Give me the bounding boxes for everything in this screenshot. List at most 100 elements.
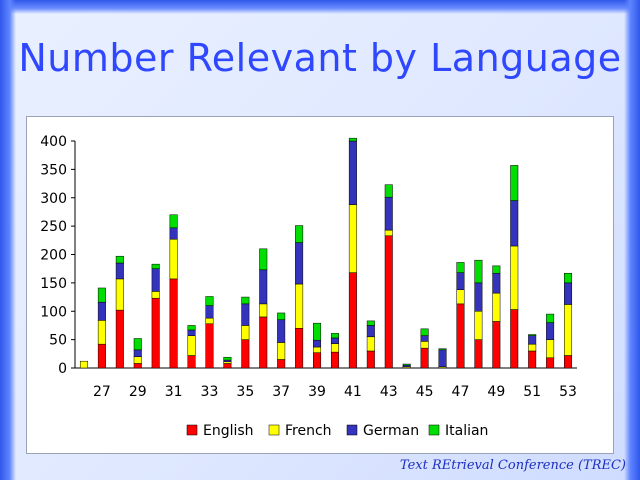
slide-frame-right bbox=[624, 0, 640, 480]
bar-french-47 bbox=[456, 289, 465, 305]
bar-english-32 bbox=[187, 355, 196, 369]
bar-german-36 bbox=[259, 269, 268, 305]
bar-french-27 bbox=[97, 320, 106, 345]
bar-italian-27 bbox=[97, 287, 106, 303]
bar-english-50 bbox=[510, 309, 519, 369]
bar-german-44 bbox=[402, 364, 411, 368]
bar-french-32 bbox=[187, 335, 196, 356]
bar-german-31 bbox=[169, 227, 178, 240]
bar-italian-50 bbox=[510, 165, 519, 201]
bar-english-49 bbox=[492, 321, 501, 369]
bar-italian-35 bbox=[241, 296, 250, 305]
bar-german-38 bbox=[295, 242, 304, 285]
bar-french-52 bbox=[546, 339, 555, 359]
y-tick-label: 400 bbox=[40, 134, 67, 150]
y-tick-label: 0 bbox=[58, 361, 67, 377]
bar-italian-30 bbox=[151, 263, 160, 269]
bar-french-30 bbox=[151, 291, 160, 299]
bar-english-28 bbox=[115, 309, 124, 369]
bar-french-53 bbox=[564, 304, 573, 356]
bar-english-51 bbox=[528, 350, 537, 369]
y-tick-label: 350 bbox=[40, 162, 67, 178]
bar-german-35 bbox=[241, 303, 250, 326]
bar-english-39 bbox=[313, 352, 322, 369]
legend-label-german: German bbox=[363, 423, 419, 439]
x-tick-label: 49 bbox=[487, 384, 505, 400]
bar-english-31 bbox=[169, 278, 178, 369]
legend-swatch-english bbox=[186, 424, 198, 436]
x-tick-label: 41 bbox=[344, 384, 362, 400]
x-tick-label: 47 bbox=[452, 384, 470, 400]
legend-label-french: French bbox=[285, 423, 332, 439]
bar-english-34 bbox=[223, 363, 232, 369]
legend-label-english: English bbox=[203, 423, 254, 439]
bar-french-49 bbox=[492, 292, 501, 322]
bar-german-34 bbox=[223, 359, 232, 363]
bar-italian-37 bbox=[277, 312, 286, 321]
y-tick-label: 50 bbox=[49, 333, 67, 349]
bar-english-29 bbox=[133, 363, 142, 369]
bar-german-27 bbox=[97, 301, 106, 321]
bar-italian-44 bbox=[402, 363, 411, 366]
bar-german-33 bbox=[205, 305, 214, 319]
bar-french-42 bbox=[366, 336, 375, 352]
bar-german-29 bbox=[133, 349, 142, 357]
bar-italian-36 bbox=[259, 248, 268, 271]
bar-german-53 bbox=[564, 282, 573, 305]
bar-english-48 bbox=[474, 339, 483, 369]
bar-french-35 bbox=[241, 325, 250, 340]
bar-english-35 bbox=[241, 339, 250, 369]
bar-italian-52 bbox=[546, 313, 555, 323]
y-tick-label: 300 bbox=[40, 191, 67, 207]
bar-english-36 bbox=[259, 316, 268, 369]
x-tick-label: 37 bbox=[272, 384, 290, 400]
bar-german-48 bbox=[474, 282, 483, 312]
bar-french-43 bbox=[384, 229, 393, 237]
bar-italian-40 bbox=[330, 333, 339, 339]
bar-italian-39 bbox=[313, 322, 322, 341]
bar-french-36 bbox=[259, 303, 268, 318]
bar-italian-33 bbox=[205, 296, 214, 306]
bar-italian-34 bbox=[223, 356, 232, 361]
bar-english-53 bbox=[564, 355, 573, 369]
bar-english-47 bbox=[456, 303, 465, 369]
slide-title: Number Relevant by Language bbox=[18, 36, 622, 80]
bar-french-29 bbox=[133, 356, 142, 364]
bar-english-52 bbox=[546, 357, 555, 369]
x-tick-label: 27 bbox=[93, 384, 111, 400]
legend-swatch-german bbox=[346, 424, 358, 436]
bar-italian-28 bbox=[115, 255, 124, 264]
bar-french-39 bbox=[313, 346, 322, 353]
bar-german-41 bbox=[348, 140, 357, 205]
bar-french-48 bbox=[474, 311, 483, 340]
bar-french-40 bbox=[330, 343, 339, 353]
bar-german-43 bbox=[384, 196, 393, 231]
bar-german-42 bbox=[366, 325, 375, 338]
legend-swatch-italian bbox=[428, 424, 440, 436]
bar-italian-48 bbox=[474, 259, 483, 284]
x-tick-label: 31 bbox=[165, 384, 183, 400]
bar-english-42 bbox=[366, 350, 375, 369]
bar-italian-32 bbox=[187, 325, 196, 331]
bar-italian-42 bbox=[366, 320, 375, 326]
bar-german-52 bbox=[546, 322, 555, 340]
bar-english-40 bbox=[330, 351, 339, 369]
bar-french-28 bbox=[115, 278, 124, 311]
bar-german-45 bbox=[420, 335, 429, 342]
bar-english-41 bbox=[348, 272, 357, 369]
x-tick-label: 53 bbox=[559, 384, 577, 400]
bar-french-50 bbox=[510, 245, 519, 310]
x-tick-label: 39 bbox=[308, 384, 326, 400]
bar-english-30 bbox=[151, 297, 160, 369]
y-tick-label: 250 bbox=[40, 219, 67, 235]
y-tick-label: 100 bbox=[40, 304, 67, 320]
bar-german-50 bbox=[510, 200, 519, 247]
bar-italian-38 bbox=[295, 225, 304, 243]
bar-italian-47 bbox=[456, 262, 465, 273]
bar-italian-46 bbox=[438, 348, 447, 351]
bar-german-40 bbox=[330, 337, 339, 344]
bar-italian-51 bbox=[528, 334, 537, 336]
bar-german-49 bbox=[492, 272, 501, 294]
bar-german-46 bbox=[438, 349, 447, 368]
bar-french-31 bbox=[169, 238, 178, 280]
